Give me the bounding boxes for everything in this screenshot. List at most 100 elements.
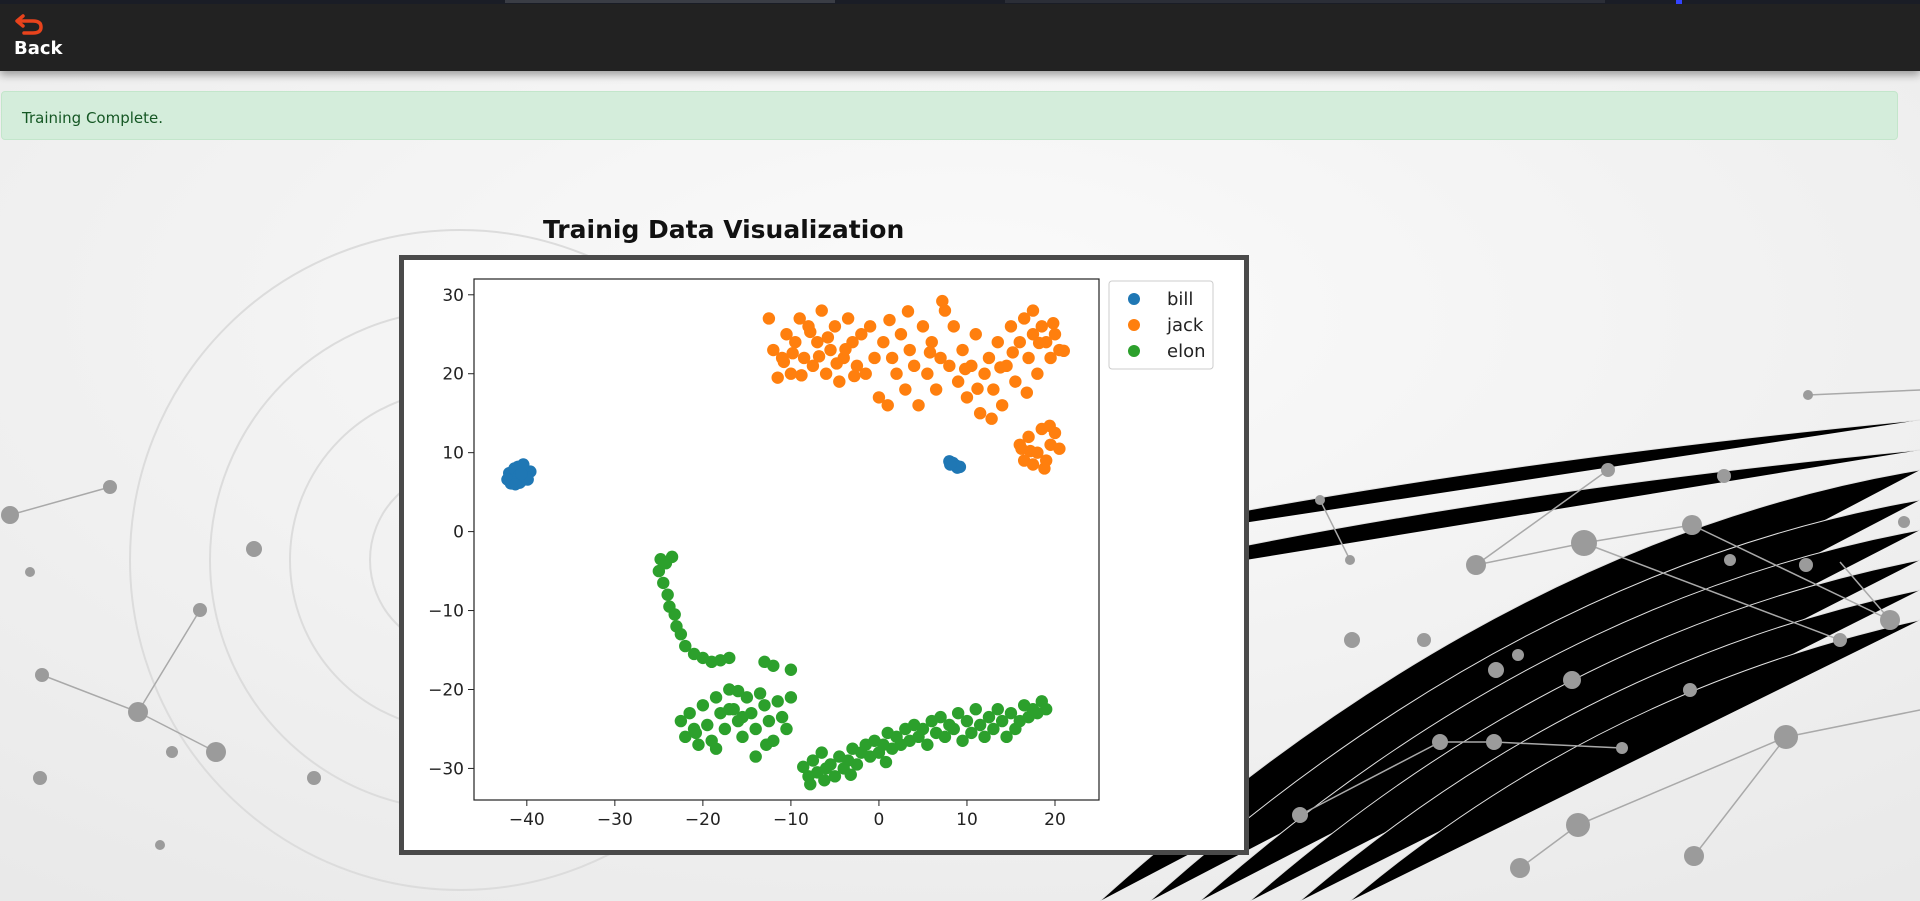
data-point-jack — [1020, 386, 1034, 399]
data-point-elon — [718, 722, 732, 736]
data-point-elon — [1004, 706, 1018, 720]
data-point-elon — [679, 639, 692, 653]
data-point-jack — [1044, 351, 1057, 365]
data-point-elon — [978, 730, 991, 744]
data-point-jack — [973, 406, 987, 420]
data-point-jack — [969, 328, 982, 341]
data-point-jack — [929, 383, 943, 396]
browser-tab-strip — [0, 0, 1920, 4]
data-point-elon — [784, 663, 798, 676]
data-point-jack — [812, 350, 826, 363]
data-point-jack — [951, 375, 965, 388]
data-point-elon — [797, 760, 810, 774]
data-point-jack — [811, 335, 824, 349]
data-point-elon — [1039, 703, 1053, 716]
data-point-elon — [921, 738, 934, 751]
scatter-chart: −40 −30 −20 −10 0 10 20 −30 −20 −10 0 10 20 30 bill jac… — [428, 278, 1214, 830]
data-point-jack — [923, 346, 937, 359]
data-point-elon — [982, 710, 996, 724]
data-point-elon — [973, 718, 987, 732]
data-point-elon — [947, 722, 960, 736]
data-point-elon — [767, 659, 780, 673]
data-point-jack — [883, 313, 896, 327]
data-point-elon — [692, 738, 705, 751]
data-point-jack — [885, 351, 899, 365]
data-point-elon — [723, 651, 736, 665]
x-tick-label: −20 — [685, 810, 721, 830]
data-point-jack — [916, 320, 930, 333]
data-point-jack — [793, 312, 806, 325]
data-point-jack — [938, 304, 952, 317]
data-point-jack — [958, 362, 972, 376]
data-point-elon — [760, 738, 773, 751]
data-point-jack — [767, 343, 780, 357]
data-point-jack — [1053, 442, 1066, 455]
data-point-jack — [912, 399, 925, 412]
data-point-jack — [1015, 442, 1028, 455]
y-tick-label: 0 — [453, 523, 464, 543]
x-tick-label: −10 — [773, 810, 809, 830]
data-point-elon — [657, 576, 670, 590]
data-point-jack — [899, 383, 912, 396]
data-point-jack — [841, 312, 855, 325]
legend-marker-elon — [1128, 345, 1140, 357]
data-point-elon — [753, 687, 767, 700]
data-point-jack — [947, 320, 960, 333]
data-point-bill — [509, 478, 522, 491]
tab-strip-segment — [505, 0, 835, 3]
tab-strip-segment — [1005, 0, 1605, 3]
data-point-elon — [991, 703, 1004, 716]
chart-frame: −40 −30 −20 −10 0 10 20 −30 −20 −10 0 10 20 30 bill jac… — [399, 255, 1249, 855]
y-tick-label: −30 — [428, 759, 464, 779]
back-label: Back — [14, 38, 63, 59]
data-point-jack — [797, 351, 811, 365]
data-point-elon — [709, 691, 723, 704]
legend-label-elon: elon — [1167, 341, 1206, 362]
data-point-elon — [844, 768, 857, 781]
data-point-bill — [944, 458, 957, 471]
data-point-jack — [1009, 375, 1022, 388]
data-point-jack — [960, 391, 974, 404]
data-point-elon — [723, 703, 736, 716]
data-point-jack — [881, 399, 894, 412]
x-tick-label: 20 — [1044, 810, 1066, 830]
data-point-jack — [1013, 335, 1026, 349]
back-button[interactable]: Back — [12, 10, 64, 62]
data-point-elon — [938, 730, 952, 744]
data-point-jack — [982, 351, 996, 365]
data-point-jack — [901, 305, 915, 318]
data-point-elon — [969, 703, 982, 716]
data-point-jack — [863, 320, 877, 333]
data-point-jack — [795, 369, 808, 382]
data-point-jack — [1047, 317, 1060, 330]
data-point-elon — [956, 734, 969, 747]
data-point-jack — [936, 294, 949, 308]
y-tick-label: 30 — [442, 286, 464, 306]
data-point-elon — [879, 755, 893, 769]
data-point-jack — [1043, 419, 1056, 433]
data-point-jack — [971, 382, 984, 395]
data-point-jack — [789, 335, 802, 349]
data-point-elon — [815, 746, 828, 759]
success-alert: Training Complete. — [1, 91, 1898, 140]
data-point-elon — [960, 714, 974, 728]
data-point-elon — [934, 710, 947, 724]
data-point-elon — [696, 699, 710, 712]
data-point-elon — [740, 691, 754, 704]
data-point-elon — [784, 691, 798, 704]
data-point-jack — [859, 367, 872, 380]
data-point-jack — [839, 343, 852, 356]
data-point-elon — [775, 710, 789, 724]
alert-message: Training Complete. — [22, 109, 164, 127]
data-point-jack — [903, 343, 916, 357]
data-point-elon — [758, 699, 771, 712]
data-point-elon — [674, 628, 688, 641]
data-point-jack — [1057, 344, 1070, 358]
data-point-jack — [855, 328, 868, 341]
data-point-elon — [824, 758, 837, 771]
data-point-elon — [701, 718, 714, 732]
y-tick-label: −10 — [428, 602, 464, 622]
data-point-jack — [925, 335, 938, 349]
undo-arrow-icon — [15, 14, 43, 35]
data-point-elon — [762, 714, 776, 728]
